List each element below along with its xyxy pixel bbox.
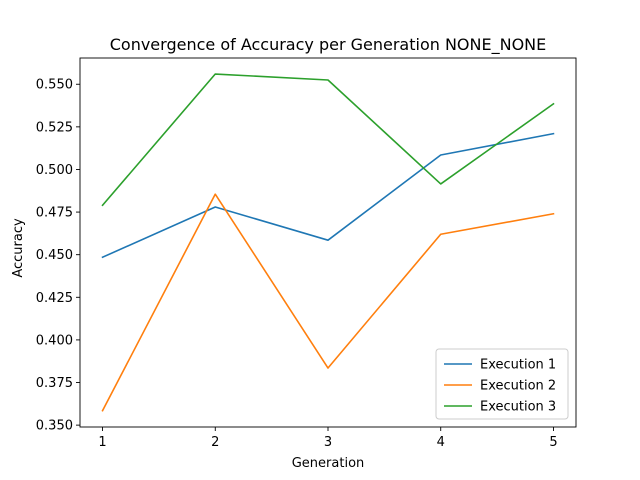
chart-title: Convergence of Accuracy per Generation N… <box>110 35 547 55</box>
series-layer <box>101 73 555 412</box>
legend: Execution 1 Execution 2 Execution 3 <box>435 348 569 420</box>
y-tick-label: 0.375 <box>36 376 73 391</box>
y-tick-label: 0.525 <box>36 120 73 135</box>
x-tick-label: 1 <box>98 435 106 450</box>
legend-label-2: Execution 2 <box>480 379 556 394</box>
y-tick-label: 0.500 <box>36 163 73 178</box>
y-axis-title: Accuracy <box>11 218 26 278</box>
legend-label-3: Execution 3 <box>480 400 556 415</box>
y-tick-label: 0.400 <box>36 333 73 348</box>
x-axis-title: Generation <box>292 456 365 471</box>
series-line-1 <box>101 132 555 259</box>
y-tick-label: 0.475 <box>36 206 73 221</box>
legend-label-1: Execution 1 <box>480 358 556 373</box>
y-tick-label: 0.550 <box>36 78 73 93</box>
x-tick-label: 2 <box>211 435 219 450</box>
series-line-3 <box>101 73 555 207</box>
y-tick-label: 0.450 <box>36 248 73 263</box>
axes-layer: 1 2 3 4 5 0.350 0.375 0.400 0.425 0.450 0.475 0.500… <box>36 57 577 450</box>
x-tick-label: 3 <box>324 435 332 450</box>
series-line-2 <box>101 193 555 412</box>
x-tick-label: 4 <box>437 435 445 450</box>
y-tick-label: 0.425 <box>36 291 73 306</box>
x-tick-label: 5 <box>549 435 557 450</box>
y-tick-label: 0.350 <box>36 419 73 434</box>
legend-box <box>435 348 569 420</box>
